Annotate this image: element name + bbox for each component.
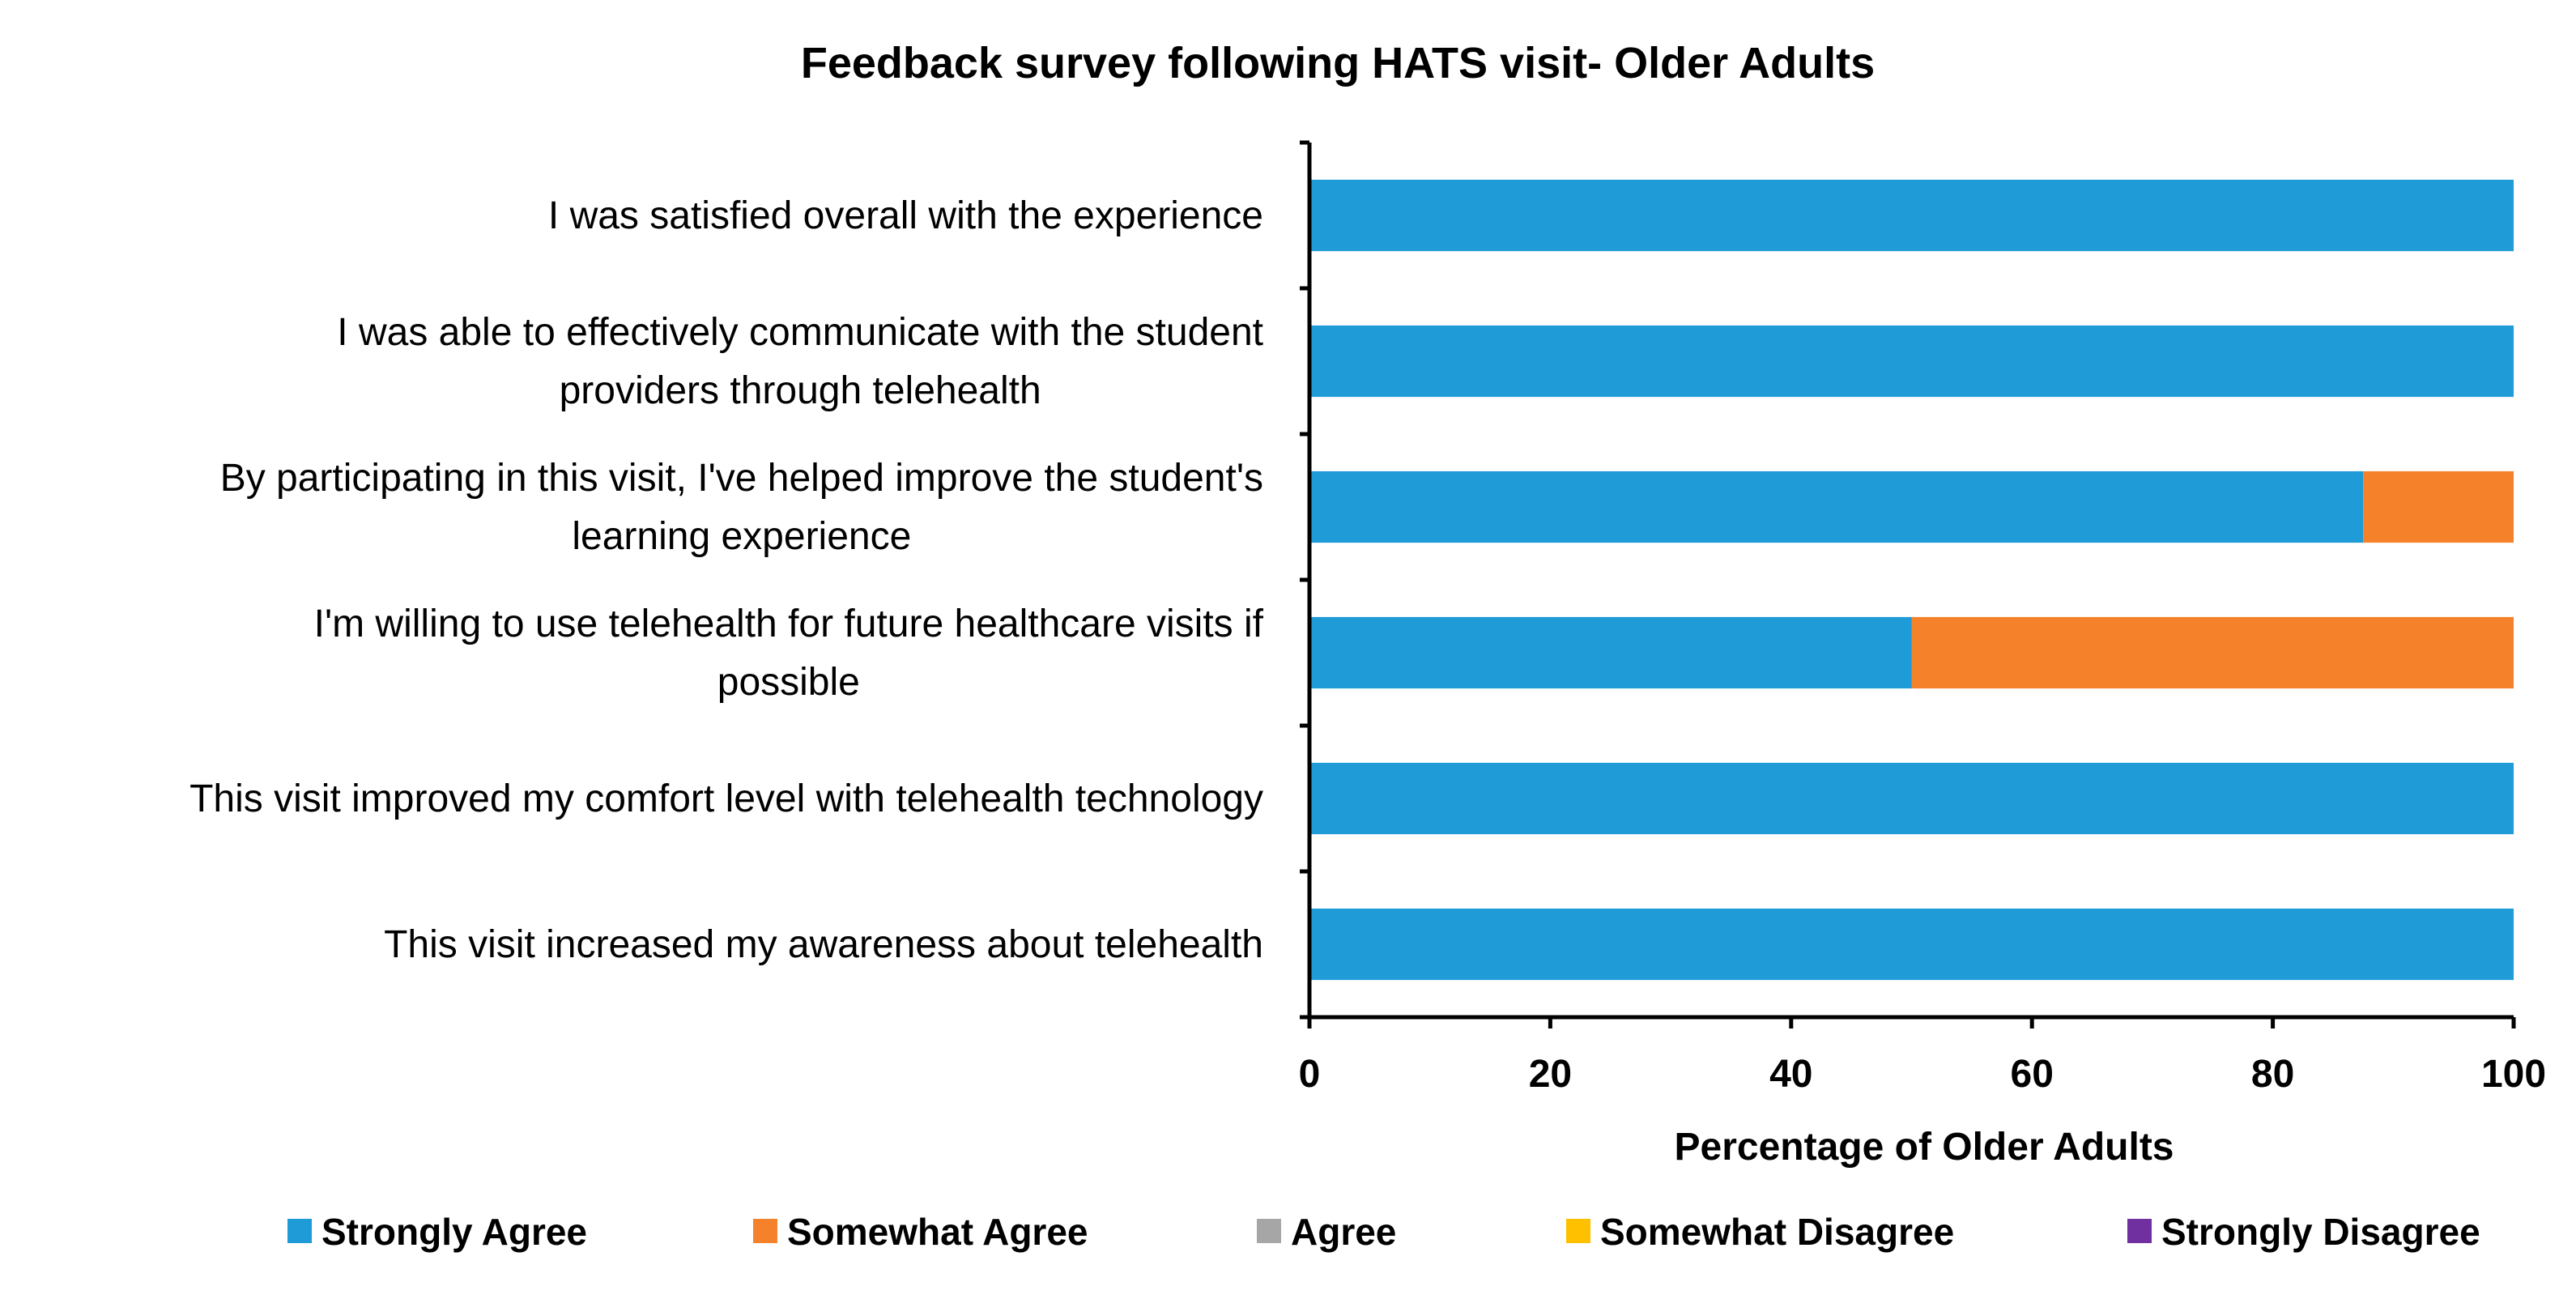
- legend-item-somewhat-agree: Somewhat Agree: [753, 1211, 1088, 1253]
- legend-item-agree: Agree: [1257, 1211, 1396, 1253]
- bar-6-strongly-agree: [1309, 908, 2514, 981]
- axes: [1300, 140, 2516, 1029]
- legend-label: Somewhat Disagree: [1600, 1211, 1954, 1253]
- x-tick-label-0: 0: [1299, 1053, 1321, 1096]
- x-axis-label: Percentage of Older Adults: [1674, 1126, 2174, 1169]
- bar-3-somewhat-agree: [2363, 471, 2514, 543]
- category-label-2: I was able to effectively communicate wi…: [337, 311, 1263, 412]
- bar-4-strongly-agree: [1309, 616, 1912, 689]
- category-label-3-line-2: learning experience: [572, 515, 911, 558]
- category-label-3: By participating in this visit, I've hel…: [220, 457, 1263, 558]
- legend-item-strongly-disagree: Strongly Disagree: [2127, 1211, 2480, 1253]
- category-label-1-line-1: I was satisfied overall with the experie…: [548, 194, 1263, 237]
- legend-swatch: [2127, 1219, 2152, 1243]
- chart-title: Feedback survey following HATS visit- Ol…: [801, 39, 1875, 87]
- bar-1-strongly-agree: [1309, 179, 2514, 252]
- category-label-4: I'm willing to use telehealth for future…: [314, 603, 1264, 704]
- x-tick-label-60: 60: [2011, 1053, 2054, 1096]
- bars-group: [1309, 179, 2514, 981]
- category-label-3-line-1: By participating in this visit, I've hel…: [220, 457, 1263, 500]
- legend-label: Strongly Agree: [321, 1211, 587, 1253]
- bar-2-strongly-agree: [1309, 325, 2514, 398]
- legend-item-strongly-agree: Strongly Agree: [287, 1211, 587, 1253]
- legend: Strongly Agree Somewhat Agree Agree Somewha…: [287, 1211, 2480, 1253]
- legend-label: Agree: [1291, 1211, 1396, 1253]
- category-label-6: This visit increased my awareness about …: [384, 923, 1263, 966]
- legend-item-somewhat-disagree: Somewhat Disagree: [1566, 1211, 1954, 1253]
- category-label-5-line-1: This visit improved my comfort level wit…: [189, 777, 1263, 820]
- category-label-1: I was satisfied overall with the experie…: [548, 194, 1263, 237]
- category-label-4-line-2: possible: [717, 661, 860, 704]
- legend-label: Somewhat Agree: [787, 1211, 1088, 1253]
- x-tick-label-40: 40: [1769, 1053, 1812, 1096]
- legend-label: Strongly Disagree: [2161, 1211, 2480, 1253]
- legend-swatch: [287, 1219, 312, 1243]
- x-tick-label-20: 20: [1529, 1053, 1572, 1096]
- x-tick-label-100: 100: [2481, 1053, 2546, 1096]
- x-tick-label-80: 80: [2251, 1053, 2294, 1096]
- bar-3-strongly-agree: [1309, 471, 2364, 543]
- x-tick-labels: 0 20 40 60 80 100: [1299, 1053, 2546, 1096]
- category-label-5: This visit improved my comfort level wit…: [189, 777, 1263, 820]
- legend-swatch: [753, 1219, 777, 1243]
- bar-5-strongly-agree: [1309, 762, 2514, 835]
- category-label-4-line-1: I'm willing to use telehealth for future…: [314, 603, 1264, 645]
- legend-swatch: [1566, 1219, 1590, 1243]
- category-label-6-line-1: This visit increased my awareness about …: [384, 923, 1263, 966]
- bar-4-somewhat-agree: [1911, 616, 2514, 689]
- category-label-2-line-1: I was able to effectively communicate wi…: [337, 311, 1263, 354]
- category-labels: I was satisfied overall with the experie…: [189, 194, 1264, 966]
- category-label-2-line-2: providers through telehealth: [560, 369, 1041, 412]
- legend-swatch: [1257, 1219, 1281, 1243]
